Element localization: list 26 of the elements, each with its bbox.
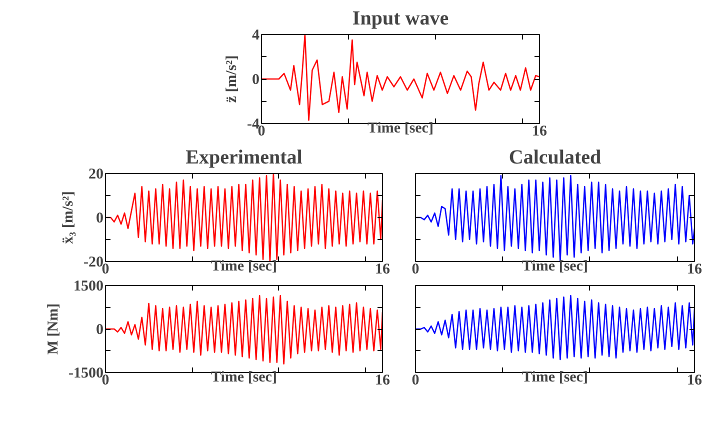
x-axis-title: Time [sec] [211, 370, 277, 386]
y-tick-label: 0 [96, 322, 104, 338]
x-tick-label: 16 [687, 262, 702, 278]
x-axis-title: Time [sec] [522, 370, 588, 386]
x-axis-title: Time [sec] [211, 258, 277, 274]
x-tick-label: 16 [375, 262, 390, 278]
x-axis-title: Time [sec] [368, 120, 434, 136]
chart-title: Calculated [508, 146, 602, 168]
x-tick-label: 16 [687, 372, 702, 388]
x-tick-label: 16 [375, 372, 390, 388]
y-tick-label: 1500 [74, 278, 104, 294]
y-tick-label: 0 [252, 72, 260, 88]
y-tick-label: 4 [252, 28, 260, 44]
x-tick-label: 16 [532, 124, 548, 140]
y-tick-label: 20 [88, 166, 104, 182]
chart-title: Input wave [352, 8, 449, 30]
chart-title: Experimental [186, 146, 303, 168]
y-axis-title: z̈ [m/s²] [224, 55, 240, 103]
x-tick-label: 0 [412, 372, 420, 388]
y-axis-title: M [Nm] [46, 303, 62, 355]
x-axis-title: Time [sec] [522, 258, 588, 274]
line-series [106, 295, 382, 364]
line-series [262, 34, 540, 121]
y-axis-title: ẍ₃ [m/s²] [60, 191, 77, 244]
y-tick-label: 0 [96, 210, 104, 226]
x-tick-label: 0 [412, 262, 420, 278]
